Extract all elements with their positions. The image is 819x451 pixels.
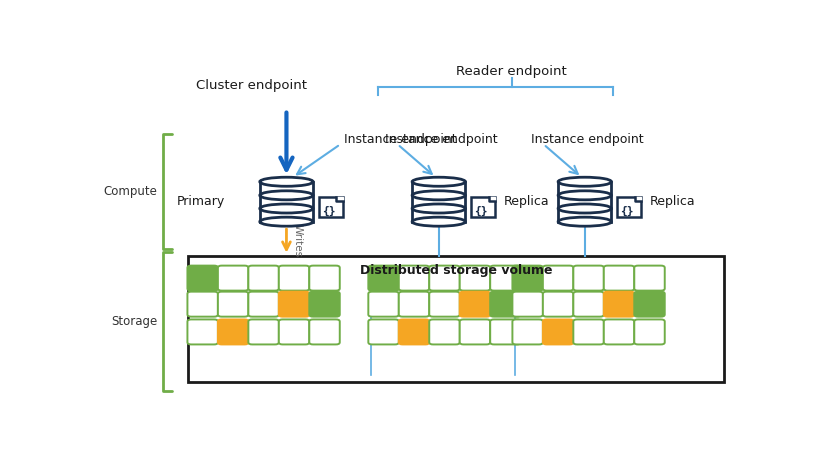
Ellipse shape xyxy=(558,177,612,186)
Text: Replica: Replica xyxy=(504,195,550,208)
Ellipse shape xyxy=(260,204,313,213)
Ellipse shape xyxy=(412,191,465,200)
FancyBboxPatch shape xyxy=(491,292,521,317)
FancyBboxPatch shape xyxy=(412,182,465,222)
FancyBboxPatch shape xyxy=(429,292,459,317)
Text: Cluster endpoint: Cluster endpoint xyxy=(196,79,307,92)
Text: Instance endpoint: Instance endpoint xyxy=(385,133,497,146)
FancyBboxPatch shape xyxy=(634,266,665,290)
Text: Instance endpoint: Instance endpoint xyxy=(531,133,644,146)
FancyBboxPatch shape xyxy=(278,292,310,317)
FancyBboxPatch shape xyxy=(310,292,340,317)
FancyBboxPatch shape xyxy=(369,266,399,290)
FancyBboxPatch shape xyxy=(399,292,429,317)
Text: Reader endpoint: Reader endpoint xyxy=(456,65,567,78)
FancyBboxPatch shape xyxy=(310,319,340,345)
FancyBboxPatch shape xyxy=(491,266,521,290)
FancyBboxPatch shape xyxy=(604,292,634,317)
FancyBboxPatch shape xyxy=(218,319,248,345)
Text: {}: {} xyxy=(621,205,634,216)
Text: Instance endpoint: Instance endpoint xyxy=(344,133,456,146)
FancyBboxPatch shape xyxy=(260,182,313,222)
Ellipse shape xyxy=(558,217,612,226)
Polygon shape xyxy=(488,197,495,201)
FancyBboxPatch shape xyxy=(634,319,665,345)
FancyBboxPatch shape xyxy=(513,266,543,290)
FancyBboxPatch shape xyxy=(188,266,218,290)
Polygon shape xyxy=(635,197,641,201)
FancyBboxPatch shape xyxy=(491,319,521,345)
FancyBboxPatch shape xyxy=(188,292,218,317)
FancyBboxPatch shape xyxy=(543,319,573,345)
Text: Distributed storage volume: Distributed storage volume xyxy=(360,264,553,277)
FancyBboxPatch shape xyxy=(618,197,641,217)
Text: Compute: Compute xyxy=(104,185,157,198)
FancyBboxPatch shape xyxy=(604,319,634,345)
Ellipse shape xyxy=(558,191,612,200)
Text: {}: {} xyxy=(474,205,488,216)
FancyBboxPatch shape xyxy=(369,292,399,317)
FancyBboxPatch shape xyxy=(513,292,543,317)
Text: Replica: Replica xyxy=(649,195,695,208)
Ellipse shape xyxy=(558,204,612,213)
Ellipse shape xyxy=(412,177,465,186)
FancyBboxPatch shape xyxy=(248,319,278,345)
FancyBboxPatch shape xyxy=(543,292,573,317)
FancyBboxPatch shape xyxy=(248,266,278,290)
FancyBboxPatch shape xyxy=(429,319,459,345)
Text: Storage: Storage xyxy=(111,315,157,328)
FancyBboxPatch shape xyxy=(369,319,399,345)
FancyBboxPatch shape xyxy=(513,319,543,345)
FancyBboxPatch shape xyxy=(543,266,573,290)
Text: Writes: Writes xyxy=(293,224,303,258)
FancyBboxPatch shape xyxy=(278,319,310,345)
Polygon shape xyxy=(336,197,343,201)
FancyBboxPatch shape xyxy=(604,266,634,290)
FancyBboxPatch shape xyxy=(188,319,218,345)
FancyBboxPatch shape xyxy=(573,319,604,345)
Ellipse shape xyxy=(412,204,465,213)
Ellipse shape xyxy=(412,217,465,226)
Ellipse shape xyxy=(260,177,313,186)
FancyBboxPatch shape xyxy=(319,197,343,217)
Text: Primary: Primary xyxy=(177,195,225,208)
Text: {}: {} xyxy=(322,205,336,216)
Ellipse shape xyxy=(260,217,313,226)
FancyBboxPatch shape xyxy=(573,292,604,317)
FancyBboxPatch shape xyxy=(558,182,612,222)
FancyBboxPatch shape xyxy=(188,256,724,382)
FancyBboxPatch shape xyxy=(459,319,491,345)
FancyBboxPatch shape xyxy=(573,266,604,290)
Ellipse shape xyxy=(260,191,313,200)
FancyBboxPatch shape xyxy=(278,266,310,290)
FancyBboxPatch shape xyxy=(218,292,248,317)
FancyBboxPatch shape xyxy=(459,266,491,290)
FancyBboxPatch shape xyxy=(310,266,340,290)
FancyBboxPatch shape xyxy=(471,197,495,217)
FancyBboxPatch shape xyxy=(429,266,459,290)
FancyBboxPatch shape xyxy=(399,319,429,345)
FancyBboxPatch shape xyxy=(248,292,278,317)
FancyBboxPatch shape xyxy=(399,266,429,290)
FancyBboxPatch shape xyxy=(459,292,491,317)
FancyBboxPatch shape xyxy=(634,292,665,317)
FancyBboxPatch shape xyxy=(218,266,248,290)
